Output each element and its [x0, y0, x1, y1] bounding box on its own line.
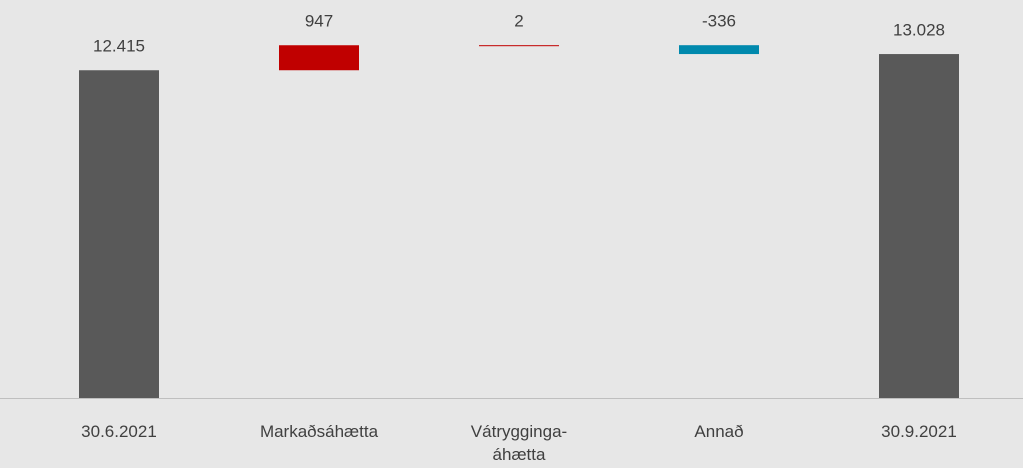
value-label: 947: [305, 12, 333, 31]
bar: [679, 45, 759, 55]
value-label: 2: [514, 12, 523, 31]
x-tick-label: Markaðsáhætta: [259, 422, 379, 441]
value-label: -336: [702, 12, 736, 31]
bar: [879, 54, 959, 399]
x-tick-label: 30.6.2021: [81, 422, 157, 441]
value-label: 13.028: [893, 21, 945, 40]
value-label: 12.415: [93, 37, 145, 56]
x-tick-label: Vátrygginga- áhætta: [470, 422, 568, 464]
x-tick-label: Annað: [694, 422, 744, 441]
bar: [479, 45, 559, 47]
x-tick-label: 30.9.2021: [881, 422, 957, 441]
bar: [279, 45, 359, 71]
bar: [79, 70, 159, 398]
